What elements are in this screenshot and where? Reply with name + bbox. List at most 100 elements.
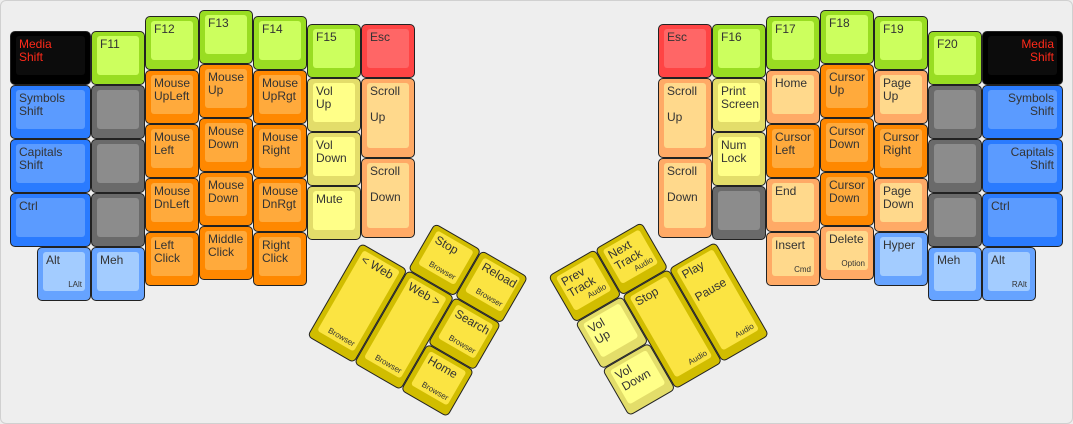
key-meh[interactable]: Meh [928,247,982,301]
key-f16[interactable]: F16 [712,24,766,78]
key-insert[interactable]: Insert Cmd [766,232,820,286]
key-mute[interactable]: Mute [307,186,361,240]
key-blank[interactable] [91,139,145,193]
key-media-shift[interactable]: Media Shift [10,31,91,85]
key-vol-down[interactable]: Vol Down [307,132,361,186]
key-label: Scroll Down [370,164,401,204]
keycap: Vol Up [313,83,355,122]
key-label: Esc [667,30,688,44]
key-mouse-left[interactable]: Mouse Left [145,124,199,178]
key-print-screen[interactable]: Print Screen [712,78,766,132]
key-cursor-left[interactable]: Cursor Left [766,124,820,178]
key-label: Scroll Up [370,84,401,124]
key-f11[interactable]: F11 [91,31,145,85]
key-capitals-shift[interactable]: Capitals Shift [10,139,91,193]
key-label: F19 [883,22,904,36]
keycap: Mouse Down [205,123,247,162]
key-scroll-down[interactable]: Scroll Down [361,158,415,238]
key-mouse-dnrgt[interactable]: Mouse DnRgt [253,178,307,232]
key-middle-click[interactable]: Middle Click [199,226,253,280]
key-mouse-right[interactable]: Mouse Right [253,124,307,178]
key-blank[interactable] [928,139,982,193]
key-mouse-dnleft[interactable]: Mouse DnLeft [145,178,199,232]
key-f15[interactable]: F15 [307,24,361,78]
key-sublabel: Audio [733,321,756,340]
keycap: Esc [367,29,409,68]
key-scroll-down[interactable]: Scroll Down [658,158,712,238]
key-cursor-right[interactable]: Cursor Right [874,124,928,178]
key-esc[interactable]: Esc [361,24,415,78]
keycap [97,144,139,183]
key-alt[interactable]: Alt LAlt [37,247,91,301]
key-vol-up[interactable]: Vol Up [307,78,361,132]
key-label: Play Pause [679,257,729,305]
key-scroll-up[interactable]: Scroll Up [658,78,712,158]
key-sublabel: Cmd [794,265,811,274]
key-capitals-shift[interactable]: Capitals Shift [982,139,1063,193]
keycap: Mouse DnRgt [259,183,301,222]
key-mouse-down[interactable]: Mouse Down [199,172,253,226]
key-left-click[interactable]: Left Click [145,232,199,286]
key-f12[interactable]: F12 [145,16,199,70]
key-sublabel: RAlt [1011,280,1027,289]
key-esc[interactable]: Esc [658,24,712,78]
key-blank[interactable] [91,85,145,139]
key-meh[interactable]: Meh [91,247,145,301]
key-blank[interactable] [928,193,982,247]
key-media-shift[interactable]: Media Shift [982,31,1063,85]
keycap: Cursor Up [826,69,868,108]
key-label: Page Down [883,184,914,211]
key-mouse-down[interactable]: Mouse Down [199,118,253,172]
keycap: Home [772,75,814,114]
key-f19[interactable]: F19 [874,16,928,70]
key-label: Cursor Down [829,178,866,205]
key-sublabel: LAlt [68,280,82,289]
key-f14[interactable]: F14 [253,16,307,70]
key-page-up[interactable]: Page Up [874,70,928,124]
key-blank[interactable] [91,193,145,247]
key-label: Delete [829,232,864,246]
key-symbols-shift[interactable]: Symbols Shift [982,85,1063,139]
keycap: Meh [97,252,139,291]
keycap: Alt RAlt [988,252,1030,291]
key-num-lock[interactable]: Num Lock [712,132,766,186]
key-hyper[interactable]: Hyper [874,232,928,286]
key-label: Media Shift [1021,37,1054,64]
key-sublabel: Browser [420,379,451,403]
key-blank[interactable] [928,85,982,139]
key-label: Mouse Down [208,178,245,205]
key-home[interactable]: Home [766,70,820,124]
key-mouse-upleft[interactable]: Mouse UpLeft [145,70,199,124]
key-cursor-up[interactable]: Cursor Up [820,64,874,118]
key-alt[interactable]: Alt RAlt [982,247,1036,301]
key-ctrl[interactable]: Ctrl [982,193,1063,247]
key-mouse-up[interactable]: Mouse Up [199,64,253,118]
key-ctrl[interactable]: Ctrl [10,193,91,247]
key-page-down[interactable]: Page Down [874,178,928,232]
key-sublabel: Option [841,259,865,268]
key-right-click[interactable]: Right Click [253,232,307,286]
key-label: Alt [46,253,61,267]
key-cursor-down[interactable]: Cursor Down [820,172,874,226]
key-label: Mouse UpLeft [154,76,191,103]
key-scroll-up[interactable]: Scroll Up [361,78,415,158]
key-end[interactable]: End [766,178,820,232]
key-f20[interactable]: F20 [928,31,982,85]
key-label: Mouse UpRgt [262,76,299,103]
key-label: Symbols Shift [1007,91,1054,118]
keycap: Hyper [880,237,922,276]
key-cursor-down[interactable]: Cursor Down [820,118,874,172]
key-symbols-shift[interactable]: Symbols Shift [10,85,91,139]
key-label: Cursor Left [775,130,812,157]
keycap: Scroll Down [367,163,409,228]
key-f13[interactable]: F13 [199,10,253,64]
key-blank[interactable] [712,186,766,240]
key-mouse-uprgt[interactable]: Mouse UpRgt [253,70,307,124]
key-label: Cursor Up [829,70,866,97]
key-f18[interactable]: F18 [820,10,874,64]
key-label: Hyper [883,238,916,252]
key-delete[interactable]: Delete Option [820,226,874,280]
key-f17[interactable]: F17 [766,16,820,70]
keycap: Capitals Shift [16,144,85,183]
key-label: Mouse DnLeft [154,184,191,211]
